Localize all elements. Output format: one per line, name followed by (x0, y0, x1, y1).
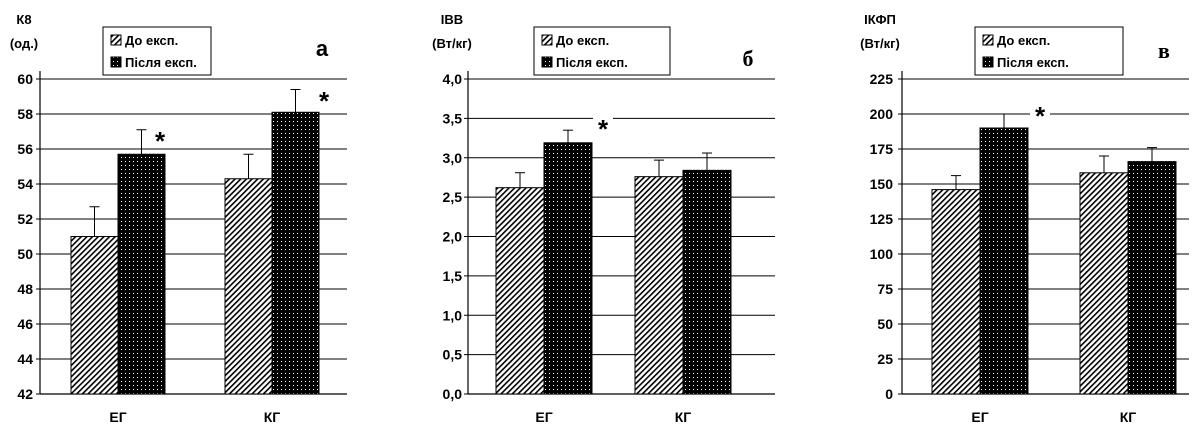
bar (224, 178, 273, 395)
bar (1079, 172, 1129, 395)
y-axis-label: ІВВ (441, 12, 463, 27)
y-tick-label: 3,5 (443, 110, 463, 126)
x-category-label: КГ (675, 409, 692, 425)
x-category-label: КГ (1120, 409, 1137, 425)
bar (1127, 161, 1177, 395)
legend-swatch (541, 56, 553, 68)
legend: До експ. Після експ. (102, 26, 212, 76)
y-tick-label: 42 (17, 386, 33, 402)
legend: До експ. Після експ. (533, 26, 671, 76)
y-tick-label: 1,5 (443, 268, 463, 284)
y-axis-unit-label: (Вт/кг) (432, 36, 472, 51)
y-tick-label: 2,5 (443, 189, 463, 205)
y-tick-label: 200 (870, 106, 894, 122)
star-mask (150, 126, 170, 148)
chart-panel-3: 0 25 50 75 100 125 150 175 200 225 ІКФП (Вт/кг) До е… (860, 12, 1189, 425)
y-tick-label: 60 (17, 71, 33, 87)
chart-panel-1: 42 44 46 48 50 52 54 56 58 60 К8 (од.) До експ. Після… (10, 12, 347, 425)
y-tick-label: 48 (17, 281, 33, 297)
significance-star: * (319, 86, 330, 116)
y-tick-label: 44 (17, 351, 33, 367)
bar (70, 236, 119, 395)
bar (682, 169, 732, 395)
y-tick-label: 2,0 (443, 229, 463, 245)
x-category-label: КГ (264, 409, 281, 425)
star-mask (314, 86, 334, 108)
y-tick-label: 225 (870, 71, 894, 87)
legend-entry: Після експ. (556, 55, 628, 70)
y-tick-label: 58 (17, 106, 33, 122)
y-tick-label: 75 (877, 281, 893, 297)
y-tick-label: 0 (885, 386, 893, 402)
legend-swatch (541, 34, 553, 46)
y-tick-label: 125 (870, 211, 894, 227)
y-tick-label: 100 (870, 246, 894, 262)
bar (979, 127, 1029, 395)
y-tick-label: 25 (877, 351, 893, 367)
star-mask (593, 114, 613, 136)
significance-star: * (1035, 101, 1046, 131)
legend-box (533, 26, 671, 76)
bar (495, 187, 545, 395)
panel-letter: в (1158, 38, 1170, 63)
panel-letter: б (743, 46, 754, 71)
bar (931, 189, 981, 395)
legend: До експ. Після експ. (974, 26, 1124, 76)
bar (271, 111, 320, 395)
x-category-label: ЕГ (109, 409, 126, 425)
legend-entry: До експ. (556, 33, 609, 48)
y-tick-label: 56 (17, 141, 33, 157)
y-axis-unit-label: (Вт/кг) (860, 36, 900, 51)
y-tick-label: 50 (17, 246, 33, 262)
y-tick-label: 52 (17, 211, 33, 227)
significance-star: * (155, 126, 166, 156)
y-tick-label: 4,0 (443, 71, 463, 87)
legend-entry: До експ. (125, 33, 178, 48)
legend-swatch (110, 34, 122, 46)
bar (634, 176, 684, 395)
panel-letter: а (316, 36, 329, 61)
x-category-label: ЕГ (535, 409, 552, 425)
legend-swatch (110, 56, 122, 68)
chart-panel-2: 0,0 0,5 1,0 1,5 2,0 2,5 3,0 3,5 4,0 ІВВ (Вт/кг) До … (432, 12, 775, 425)
y-tick-label: 0,0 (443, 386, 463, 402)
y-tick-label: 54 (17, 176, 33, 192)
y-tick-label: 50 (877, 316, 893, 332)
legend-swatch (982, 56, 994, 68)
y-tick-label: 3,0 (443, 150, 463, 166)
y-axis-unit-label: (од.) (10, 36, 38, 51)
y-tick-label: 1,0 (443, 307, 463, 323)
bar (117, 153, 166, 395)
significance-star: * (598, 114, 609, 144)
y-tick-label: 175 (870, 141, 894, 157)
x-category-label: ЕГ (971, 409, 988, 425)
legend-entry: Після експ. (997, 55, 1069, 70)
legend-entry: До експ. (997, 33, 1050, 48)
y-axis-label: К8 (16, 12, 31, 27)
y-tick-label: 0,5 (443, 347, 463, 363)
star-mask (1030, 101, 1050, 123)
y-tick-label: 46 (17, 316, 33, 332)
legend-entry: Після експ. (125, 55, 197, 70)
y-axis-label: ІКФП (864, 12, 896, 27)
legend-box (974, 26, 1124, 76)
bar (543, 142, 593, 395)
y-tick-label: 150 (870, 176, 894, 192)
legend-swatch (982, 34, 994, 46)
